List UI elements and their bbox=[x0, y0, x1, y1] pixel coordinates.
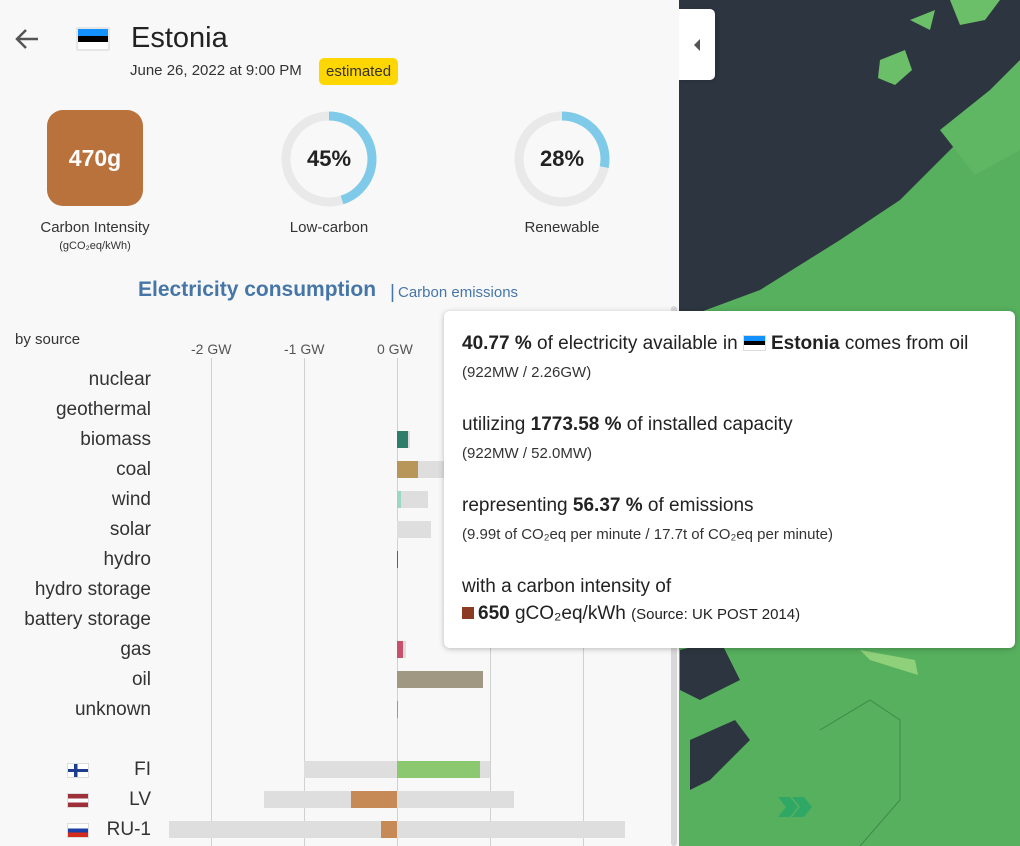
chart-title: by source bbox=[15, 331, 81, 348]
source-label-wind: wind bbox=[111, 489, 151, 510]
source-label-hydro-storage: hydro storage bbox=[34, 579, 151, 600]
estonia-flag bbox=[76, 27, 110, 51]
production-bar-hydro[interactable] bbox=[397, 551, 398, 568]
tooltip-line-2: utilizing 1773.58 % of installed capacit… bbox=[462, 414, 793, 435]
exchange-bar-fi[interactable] bbox=[397, 761, 480, 778]
country-title: Estonia bbox=[131, 22, 228, 54]
source-label-geothermal: geothermal bbox=[55, 399, 151, 420]
tooltip-line-1: 40.77 % of electricity available in Esto… bbox=[462, 333, 969, 354]
source-label-gas: gas bbox=[120, 639, 151, 660]
source-label-hydro: hydro bbox=[103, 549, 151, 570]
source-label-unknown: unknown bbox=[74, 699, 151, 720]
source-tooltip: 40.77 % of electricity available in Esto… bbox=[444, 311, 1015, 648]
carbon-intensity-label: Carbon Intensity bbox=[40, 219, 150, 236]
carbon-intensity-unit: (gCO₂eq/kWh) bbox=[59, 240, 131, 252]
exchange-label-fi: FI bbox=[134, 759, 151, 780]
oil-color-swatch bbox=[462, 607, 474, 619]
source-label-nuclear: nuclear bbox=[88, 369, 151, 390]
flag-ru-1 bbox=[67, 823, 89, 838]
source-label-coal: coal bbox=[116, 459, 151, 480]
forward-arrows-icon bbox=[778, 797, 812, 817]
capacity-bar-wind[interactable] bbox=[397, 491, 428, 508]
chevron-left-icon bbox=[694, 38, 700, 51]
gridline bbox=[211, 358, 212, 846]
renewable-donut[interactable] bbox=[512, 109, 612, 209]
production-bar-coal[interactable] bbox=[397, 461, 419, 478]
x-tick-label: 0 GW bbox=[377, 341, 413, 357]
estonia-flag-small bbox=[742, 335, 766, 351]
x-tick-label: -2 GW bbox=[191, 341, 232, 357]
tooltip-line-3-detail: (9.99t of CO₂eq per minute / 17.7t of CO… bbox=[462, 526, 833, 543]
flag-fi bbox=[67, 763, 89, 778]
exchange-bar-ru-1[interactable] bbox=[381, 821, 397, 838]
exchange-label-ru-1: RU-1 bbox=[106, 819, 151, 840]
production-bar-biomass[interactable] bbox=[397, 431, 409, 448]
low-carbon-value: 45% bbox=[306, 146, 352, 171]
low-carbon-label: Low-carbon bbox=[289, 219, 369, 236]
exchange-capacity-bar-ru-1[interactable] bbox=[169, 821, 625, 838]
gridline bbox=[304, 358, 305, 846]
back-arrow-icon[interactable] bbox=[12, 24, 42, 54]
estimated-badge: estimated bbox=[319, 58, 399, 85]
production-bar-unknown[interactable] bbox=[397, 701, 398, 718]
renewable-value: 28% bbox=[539, 146, 585, 171]
tooltip-line-2-detail: (922MW / 52.0MW) bbox=[462, 445, 593, 462]
production-bar-oil[interactable] bbox=[397, 671, 483, 688]
tab-separator: | bbox=[390, 282, 395, 303]
tooltip-line-4-value: 650 gCO₂eq/kWh (Source: UK POST 2014) bbox=[462, 603, 800, 625]
datetime: June 26, 2022 at 9:00 PM bbox=[130, 62, 302, 79]
renewable-label: Renewable bbox=[524, 219, 600, 236]
tooltip-line-4: with a carbon intensity of bbox=[462, 576, 672, 597]
gridline bbox=[397, 358, 398, 846]
tooltip-line-3: representing 56.37 % of emissions bbox=[462, 495, 754, 516]
production-bar-gas[interactable] bbox=[397, 641, 403, 658]
flag-lv bbox=[67, 793, 89, 808]
exchange-label-lv: LV bbox=[129, 789, 151, 810]
low-carbon-donut[interactable] bbox=[279, 109, 379, 209]
source-label-solar: solar bbox=[109, 519, 151, 540]
exchange-bar-lv[interactable] bbox=[350, 791, 397, 808]
production-bar-wind[interactable] bbox=[397, 491, 401, 508]
collapse-panel-button[interactable] bbox=[679, 9, 715, 80]
tab-electricity-consumption[interactable]: Electricity consumption bbox=[138, 278, 377, 301]
source-label-biomass: biomass bbox=[80, 429, 151, 450]
source-label-oil: oil bbox=[131, 669, 151, 690]
source-label-battery-storage: battery storage bbox=[24, 609, 151, 630]
capacity-bar-solar[interactable] bbox=[397, 521, 432, 538]
tooltip-line-1-detail: (922MW / 2.26GW) bbox=[462, 364, 592, 381]
carbon-intensity-box: 470g bbox=[47, 110, 143, 206]
x-tick-label: -1 GW bbox=[284, 341, 325, 357]
tab-carbon-emissions[interactable]: Carbon emissions bbox=[398, 284, 519, 301]
